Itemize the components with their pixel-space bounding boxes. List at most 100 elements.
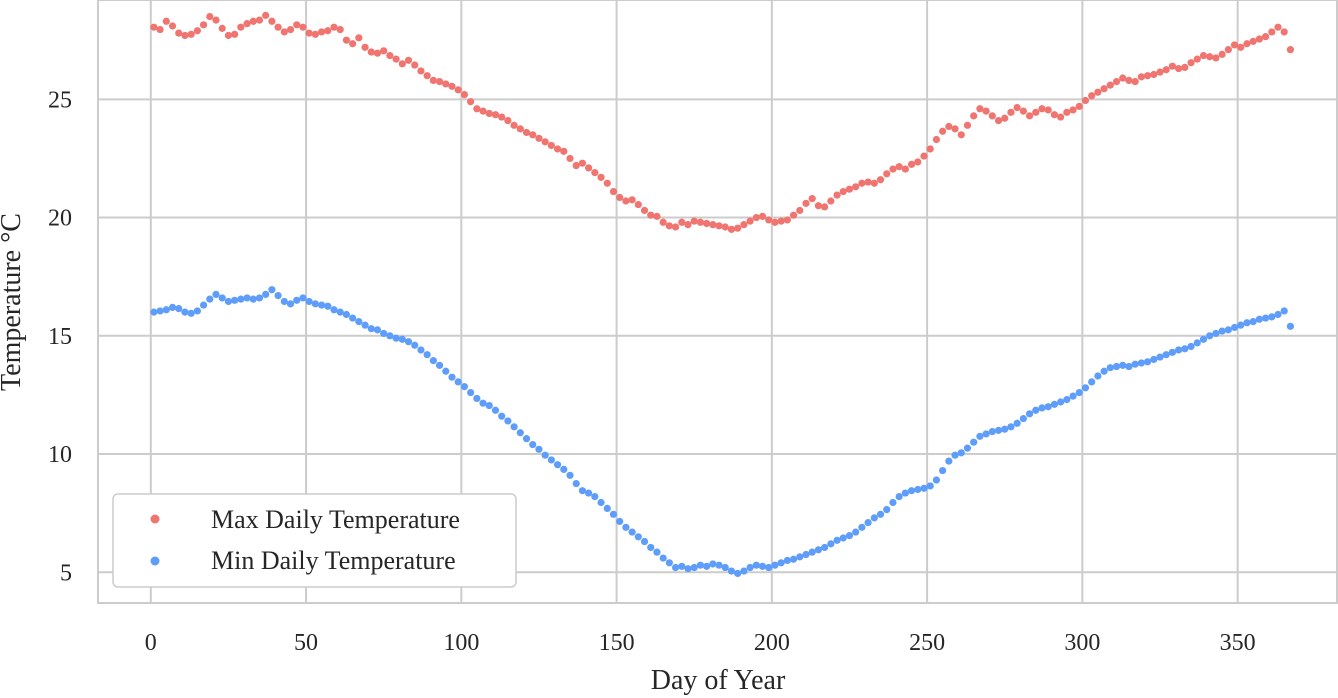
data-point [597, 498, 605, 507]
data-point [218, 24, 226, 32]
data-point [1069, 392, 1077, 400]
data-point [237, 23, 245, 31]
data-point [665, 559, 673, 567]
data-point [535, 445, 543, 453]
data-point [845, 532, 854, 540]
data-point [1212, 54, 1220, 62]
data-point [1057, 398, 1065, 406]
data-point [1013, 103, 1021, 112]
data-point [665, 222, 673, 230]
data-point [398, 335, 406, 343]
data-point [1025, 410, 1034, 418]
data-point [342, 36, 351, 44]
data-point [864, 519, 872, 527]
data-point [1131, 360, 1139, 368]
data-point [311, 30, 319, 38]
y-gridlines [98, 98, 1337, 574]
data-point [262, 290, 270, 299]
x-tick-label: 0 [145, 630, 157, 656]
data-point [1063, 108, 1071, 116]
data-point [585, 164, 593, 172]
data-point [280, 28, 288, 36]
y-tick-labels: 5 10 15 20 25 [48, 87, 72, 586]
x-tick-label: 300 [1064, 630, 1100, 656]
data-point [1106, 364, 1114, 372]
data-point [572, 479, 580, 488]
data-point [696, 561, 705, 569]
data-point [1094, 372, 1102, 380]
data-point [1286, 46, 1295, 54]
data-point [473, 105, 481, 113]
data-point [889, 165, 897, 173]
data-point [467, 388, 475, 397]
data-point [740, 567, 748, 575]
data-point [939, 466, 947, 475]
data-point [1025, 112, 1034, 120]
data-point [808, 195, 816, 203]
data-point [349, 314, 357, 322]
data-point [1150, 70, 1158, 79]
data-point [1187, 342, 1195, 351]
data-point [609, 510, 618, 518]
data-point [286, 300, 295, 308]
y-tick-label: 15 [48, 324, 72, 350]
data-point [907, 487, 916, 495]
data-point [789, 555, 798, 563]
data-point [417, 67, 425, 75]
data-point [342, 310, 351, 319]
data-point [255, 294, 264, 302]
data-point [175, 304, 183, 313]
data-point [1193, 55, 1201, 63]
data-point [491, 406, 500, 414]
data-point [1237, 321, 1245, 329]
data-point [758, 212, 767, 220]
data-point [1268, 313, 1276, 321]
data-point [175, 29, 183, 37]
data-point [901, 489, 909, 497]
data-point [193, 307, 201, 315]
data-point [1274, 310, 1282, 319]
data-point [1094, 88, 1102, 96]
data-point [150, 308, 158, 316]
data-point [789, 211, 798, 219]
data-point [671, 223, 680, 231]
data-point [1175, 346, 1183, 354]
data-point [1081, 96, 1090, 105]
data-point [336, 25, 344, 34]
data-point [814, 546, 823, 554]
data-point [1007, 108, 1015, 116]
data-point [1088, 92, 1096, 100]
data-point [827, 540, 835, 548]
data-point [1081, 384, 1090, 392]
data-point [485, 401, 493, 410]
data-point [516, 125, 524, 133]
data-point [404, 56, 413, 64]
data-point [1187, 59, 1195, 67]
data-point [1230, 41, 1239, 49]
data-point [1150, 355, 1158, 364]
data-point [591, 492, 599, 501]
data-point [870, 179, 878, 187]
data-point [982, 107, 990, 115]
data-point [293, 296, 301, 304]
data-point [1168, 348, 1177, 356]
data-point [864, 178, 872, 186]
data-point [187, 309, 195, 317]
data-point [429, 357, 437, 365]
data-point [355, 318, 363, 326]
data-point [349, 40, 357, 48]
data-point [1032, 108, 1040, 116]
legend-box [112, 493, 517, 588]
data-point [721, 563, 729, 572]
data-point [976, 105, 984, 113]
data-point [988, 427, 996, 436]
data-point [703, 219, 711, 228]
data-point [951, 451, 959, 459]
data-point [988, 112, 996, 120]
data-point [1106, 81, 1114, 89]
data-point [734, 569, 742, 578]
data-point [1069, 106, 1077, 114]
data-point [1007, 423, 1015, 431]
y-tick-label: 5 [60, 560, 72, 586]
